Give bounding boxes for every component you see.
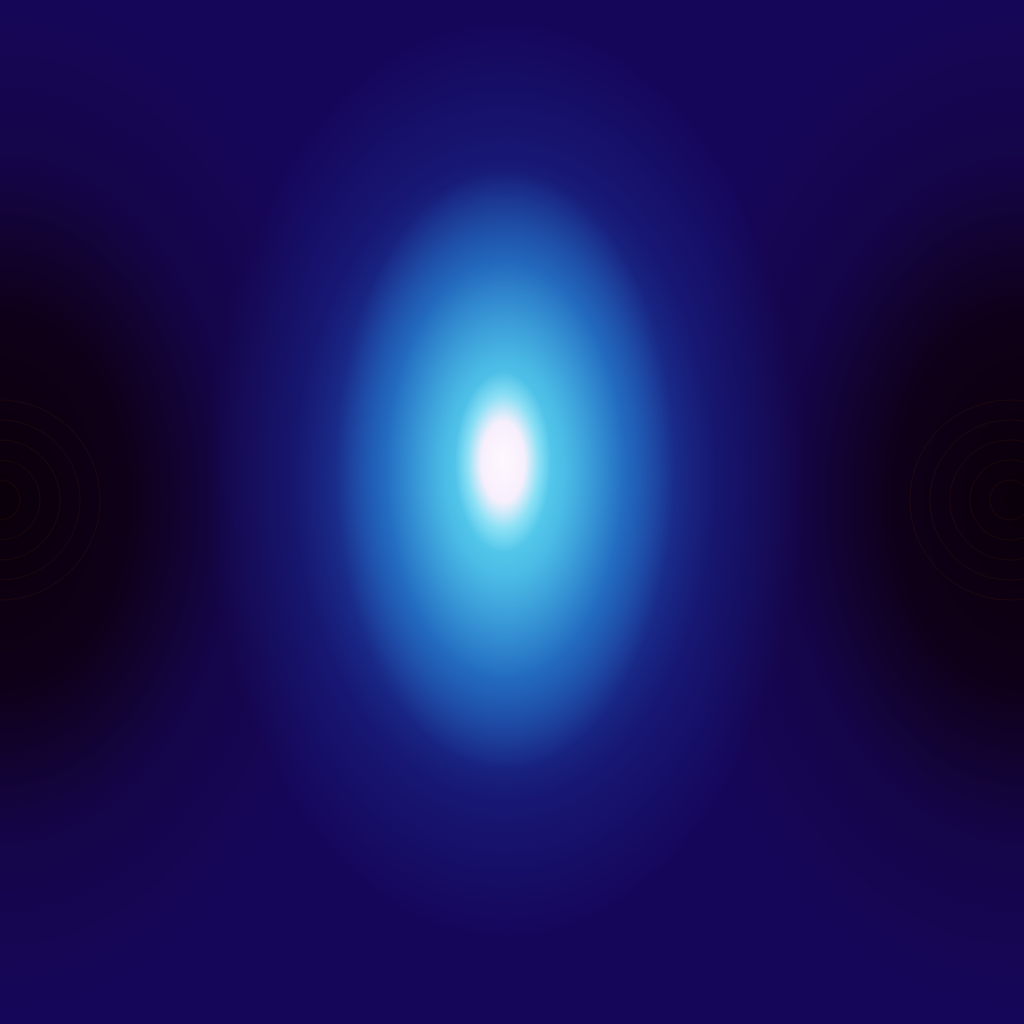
ring-left <box>0 399 101 601</box>
ring-left <box>0 459 41 541</box>
ring-left <box>0 439 61 561</box>
ring-right <box>969 459 1024 541</box>
ring-left <box>0 419 81 581</box>
ring-right <box>989 479 1024 521</box>
ring-left <box>0 479 21 521</box>
ring-right <box>929 419 1024 581</box>
ring-right <box>949 439 1024 561</box>
ring-right <box>909 399 1024 601</box>
